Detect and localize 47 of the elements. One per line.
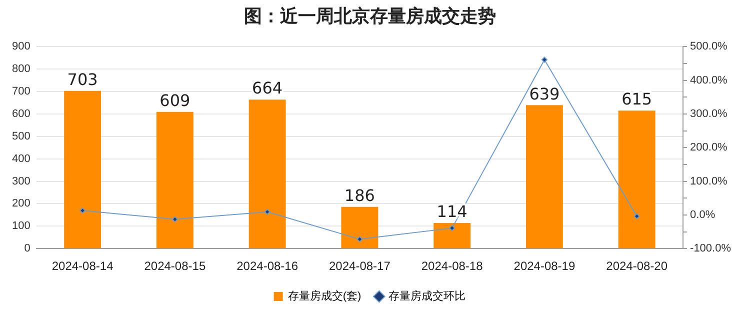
y-tick-label: 800 xyxy=(12,63,30,76)
y2-tick-label: 500.0% xyxy=(690,40,728,53)
bar xyxy=(618,110,656,248)
y-tick-label: 500 xyxy=(12,130,30,142)
y-tick-label: 900 xyxy=(12,40,30,53)
y2-tick-label: -100.0% xyxy=(690,242,732,255)
y2-tick-label: 200.0% xyxy=(690,142,728,154)
y-tick-label: 400 xyxy=(12,152,30,165)
y2-tick-label: 300.0% xyxy=(690,108,728,120)
x-tick-label: 2024-08-19 xyxy=(514,259,576,274)
y-tick-label: 300 xyxy=(12,175,30,188)
bar xyxy=(64,90,102,248)
y-tick-label: 700 xyxy=(12,86,30,98)
chart-title: 图：近一周北京存量房成交走势 xyxy=(243,5,497,29)
x-tick-label: 2024-08-20 xyxy=(606,259,668,274)
y2-tick-label: 0.0% xyxy=(690,208,716,221)
y-tick-label: 100 xyxy=(12,220,30,232)
point xyxy=(541,56,548,63)
y2-tick-label: 100.0% xyxy=(690,175,728,188)
text: 615 xyxy=(622,90,652,109)
point xyxy=(356,236,363,242)
bar xyxy=(248,100,286,248)
y-tick-label: 0 xyxy=(24,242,30,255)
bar xyxy=(156,112,194,248)
bar xyxy=(434,223,471,248)
point xyxy=(172,216,178,222)
y-tick-label: 200 xyxy=(12,198,30,210)
point xyxy=(264,208,270,215)
y-tick-label: 600 xyxy=(12,108,30,120)
legend-label: 存量房成交(套) xyxy=(288,290,362,303)
text: 609 xyxy=(160,91,190,110)
point xyxy=(449,225,456,232)
x-tick-label: 2024-08-18 xyxy=(421,259,484,274)
bar xyxy=(526,105,563,248)
point xyxy=(80,208,86,214)
y2-tick-label: 400.0% xyxy=(690,74,728,86)
x-tick-label: 2024-08-16 xyxy=(236,259,298,274)
x-tick-label: 2024-08-14 xyxy=(52,259,114,274)
x-tick-label: 2024-08-15 xyxy=(144,259,206,274)
legend-label: 存量房成交环比 xyxy=(388,290,466,303)
text: 664 xyxy=(252,78,283,98)
text: 186 xyxy=(344,186,375,206)
bar xyxy=(341,206,378,248)
x-tick-label: 2024-08-17 xyxy=(328,259,391,274)
point xyxy=(634,213,640,220)
text: 639 xyxy=(529,84,560,104)
text: 703 xyxy=(67,70,98,89)
